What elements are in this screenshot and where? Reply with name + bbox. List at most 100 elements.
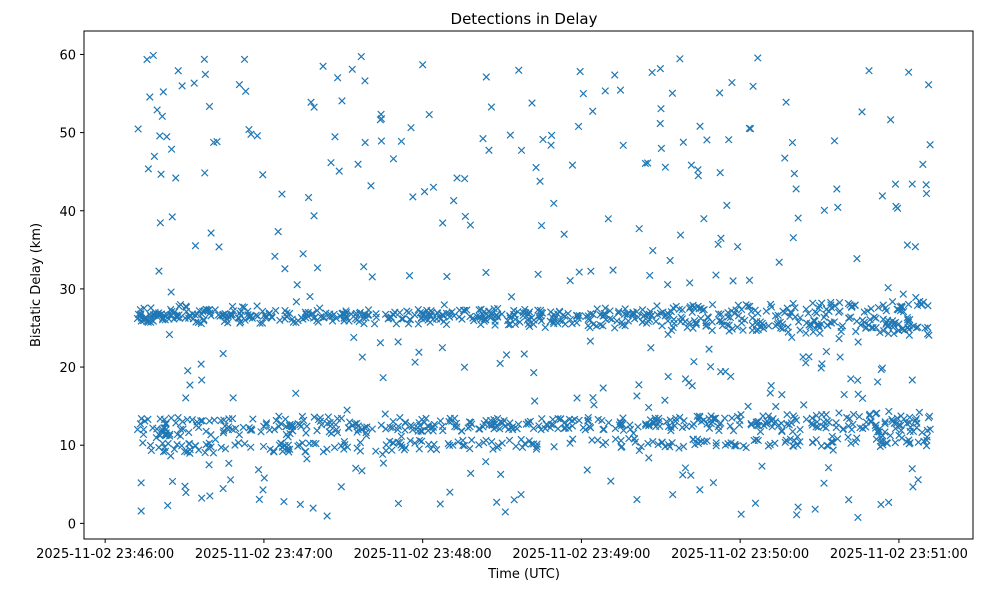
data-point [319,447,328,456]
data-point [224,423,233,431]
data-point [729,277,737,285]
x-tick-label: 2025-11-02 23:49:00 [512,547,650,562]
data-point [526,417,535,426]
data-point [888,415,896,424]
data-point [511,311,519,319]
data-point [219,310,227,319]
data-point [758,462,766,470]
data-point [586,337,595,345]
data-point [871,409,880,418]
data-point [174,67,182,75]
data-point [802,359,810,367]
data-point [310,212,318,220]
data-point [162,425,170,434]
data-point [417,314,426,323]
data-point [170,315,178,323]
data-point [856,321,865,329]
data-point [574,122,583,131]
data-point [397,137,406,146]
data-point [547,131,556,140]
data-point [791,313,800,321]
data-point [415,445,424,453]
data-point [539,135,547,144]
data-point [310,413,318,421]
data-point [415,348,423,356]
data-point [759,324,768,333]
data-point [733,323,742,331]
data-point [376,339,385,347]
data-point [753,418,761,426]
data-point [411,439,419,447]
data-point [140,304,148,312]
data-point [905,413,914,422]
data-point [253,132,262,140]
data-point [735,421,744,429]
data-point [860,318,869,327]
data-point [923,436,931,445]
data-point [783,410,791,419]
data-point [723,201,731,210]
data-point [811,505,819,513]
data-point [635,381,643,389]
data-point [854,513,862,522]
data-point [809,328,818,336]
data-point [282,430,291,439]
data-point [440,317,448,326]
data-point [823,441,831,450]
data-point [700,437,709,446]
x-axis: 2025-11-02 23:46:00 2025-11-02 23:47:00 20… [36,539,968,562]
data-point [259,442,268,451]
data-point [217,443,225,452]
data-point [752,435,761,444]
data-point [827,303,836,312]
data-point [492,498,501,507]
data-point [905,331,914,339]
data-point [611,435,620,443]
data-point [534,270,542,279]
data-point [737,510,745,518]
data-point [756,427,765,436]
data-point [886,431,895,440]
data-point [555,307,564,316]
data-point [817,364,825,372]
data-point [340,445,348,453]
data-point [301,308,310,316]
data-point [715,420,724,429]
data-point [874,303,883,312]
data-point [759,412,767,420]
data-point [599,425,607,434]
data-point [679,138,688,146]
data-point [271,252,279,261]
data-point [905,315,914,324]
data-point [664,440,673,449]
data-point [185,428,193,437]
data-point [912,423,921,432]
data-point [792,185,800,193]
data-point [171,174,180,182]
data-point [453,174,461,182]
data-point [727,439,735,447]
data-point [644,403,653,412]
data-point [704,313,713,322]
data-point [873,378,882,386]
data-point [149,51,158,60]
data-point [529,440,538,448]
y-tick-label: 10 [59,439,76,454]
data-point [856,423,864,432]
data-point [802,329,810,337]
data-point [891,438,900,447]
data-point [461,212,470,221]
data-point [806,322,814,331]
data-point [748,314,757,322]
data-point [749,82,757,91]
data-point [675,444,683,452]
data-point [177,442,186,450]
data-point [649,418,657,427]
data-point [616,86,625,94]
data-point [235,431,244,439]
data-point [207,229,215,237]
data-point [613,317,621,325]
data-point [815,301,824,310]
data-point [194,423,203,432]
data-point [306,292,314,301]
